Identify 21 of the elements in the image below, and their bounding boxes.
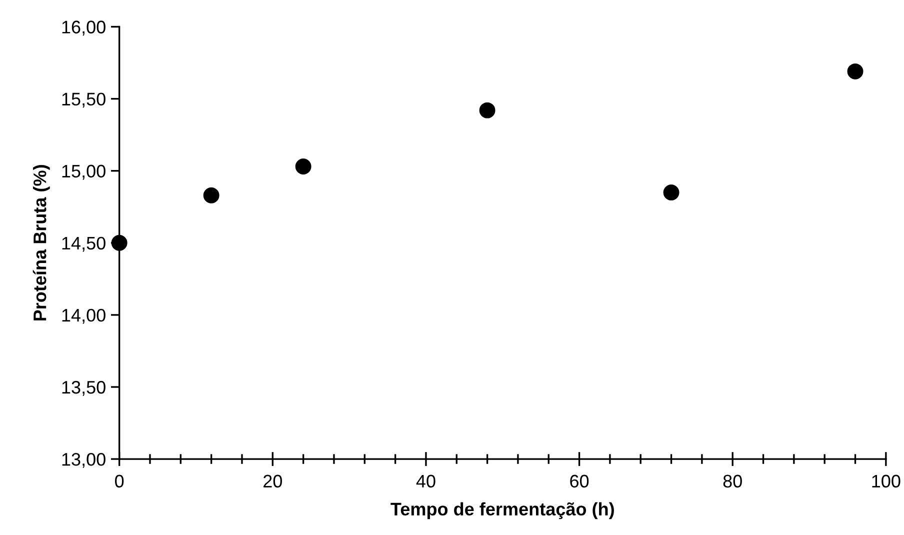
y-axis-title: Proteína Bruta (%) — [32, 165, 50, 320]
x-tick-label: 60 — [570, 474, 589, 488]
point — [663, 184, 680, 200]
point — [203, 187, 220, 204]
point — [295, 158, 312, 174]
y-tick-label: 13,00 — [62, 452, 106, 468]
y-tick-label: 16,00 — [62, 20, 106, 36]
y-tick-label: 14,50 — [62, 236, 106, 252]
x-tick-label: 40 — [416, 474, 436, 488]
y-tick-label: 15,50 — [62, 92, 106, 108]
y-tick-label: 13,50 — [62, 380, 106, 396]
point — [479, 102, 496, 118]
x-tick-label: 80 — [723, 474, 742, 488]
y-tick-label: 14,00 — [62, 308, 106, 324]
x-axis-title: Tempo de fermentação (h) — [390, 502, 614, 520]
y-tick-label: 15,00 — [62, 164, 106, 180]
point — [847, 63, 864, 80]
x-tick-label: 20 — [264, 474, 282, 488]
x-tick-label: 0 — [115, 474, 124, 488]
point — [111, 234, 128, 251]
x-tick-label: 100 — [872, 474, 900, 488]
